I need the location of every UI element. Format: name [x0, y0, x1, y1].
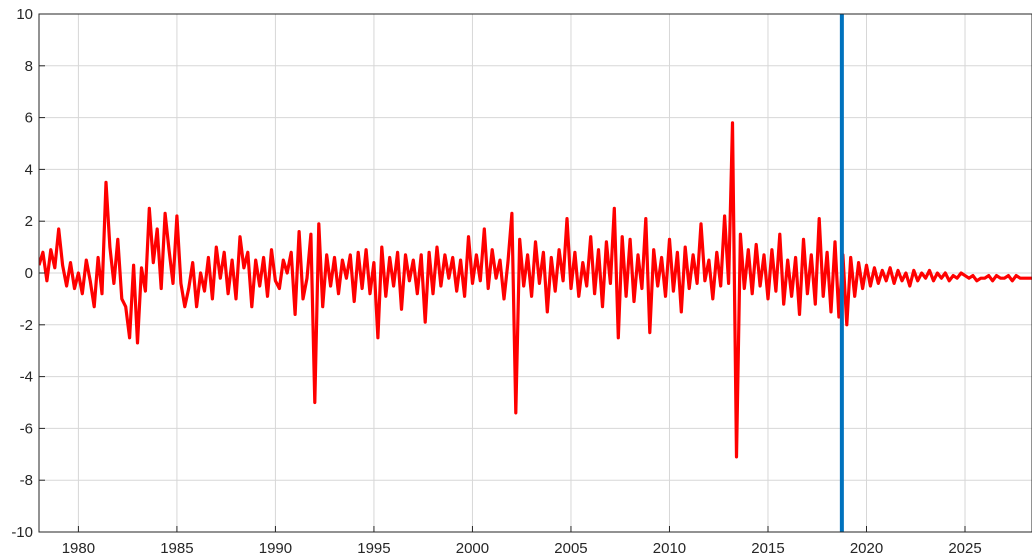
x-tick-label: 2000	[456, 540, 489, 557]
y-tick-label: -8	[20, 472, 33, 489]
y-tick-label: 2	[25, 213, 33, 230]
x-tick-label: 1990	[259, 540, 292, 557]
x-tick-label: 2015	[751, 540, 784, 557]
tick-labels: -10 -8 -6 -4 -2 0 2 4 6 8 10 1980 1985 1990 1995 2000 20…	[11, 6, 981, 557]
axes	[38, 13, 1032, 533]
x-tick-label: 1995	[357, 540, 390, 557]
y-tick-label: 6	[25, 110, 33, 127]
x-tick-label: 2020	[850, 540, 883, 557]
x-tick-label: 2010	[653, 540, 686, 557]
x-tick-label: 2025	[948, 540, 981, 557]
plot-frame	[38, 13, 1032, 533]
x-tick-label: 1985	[160, 540, 193, 557]
y-tick-label: -2	[20, 317, 33, 334]
y-tick-label: 8	[25, 58, 33, 75]
y-tick-label: 10	[16, 6, 33, 23]
y-tick-label: 4	[25, 161, 33, 178]
y-tick-label: 0	[25, 265, 33, 282]
y-tick-label: -10	[11, 524, 33, 541]
y-tick-label: -6	[20, 420, 33, 437]
series-line	[39, 121, 1032, 459]
x-tick-label: 2005	[554, 540, 587, 557]
x-tick-label: 1980	[62, 540, 95, 557]
series-layer	[39, 121, 1032, 459]
y-tick-label: -4	[20, 369, 33, 386]
